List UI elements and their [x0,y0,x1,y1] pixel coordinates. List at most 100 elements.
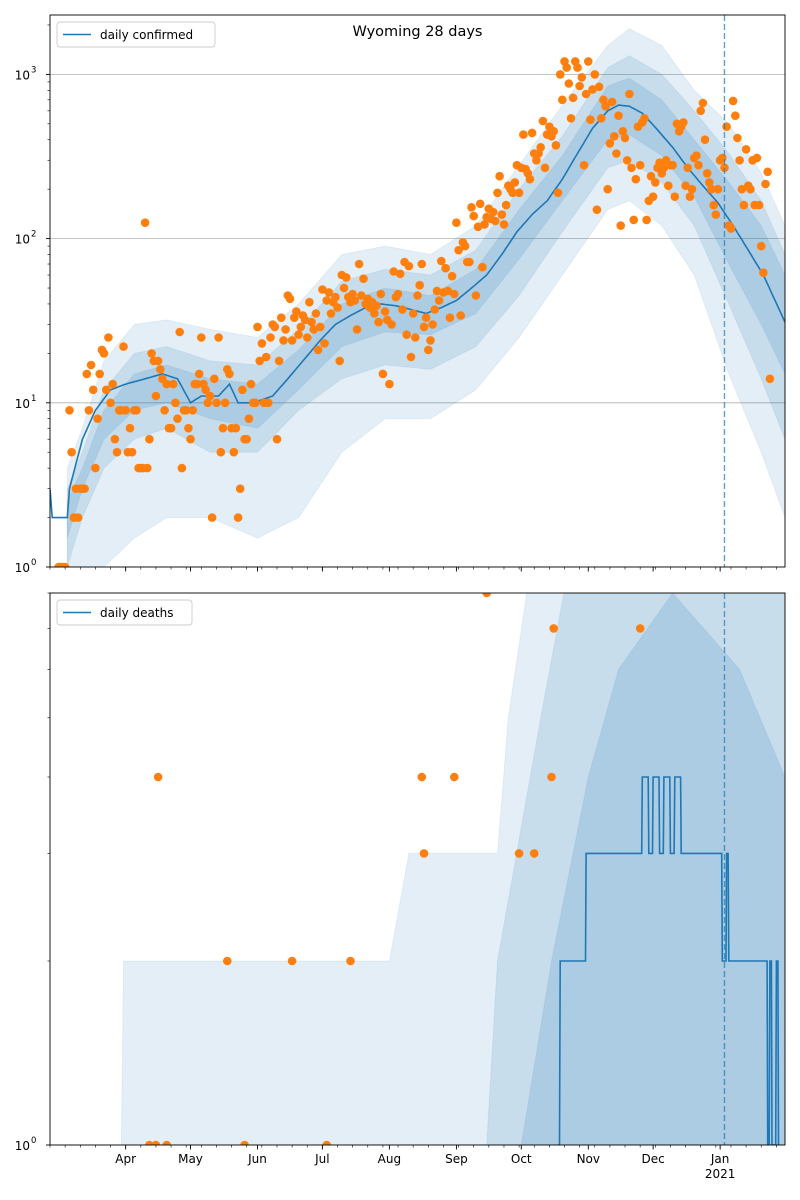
observed-point [231,423,241,433]
observed-point [333,303,342,312]
observed-point [251,398,260,408]
observed-point [380,307,390,316]
observed-point [402,330,412,340]
observed-point [277,313,286,323]
x-tick-label: Jan [710,1152,730,1166]
observed-point [495,171,504,181]
observed-point [741,145,751,154]
observed-point [469,211,479,221]
observed-point [700,135,710,144]
observed-point [210,374,219,384]
observed-point [101,385,111,395]
observed-point [588,85,597,94]
observed-point [731,111,740,120]
observed-point [540,163,550,173]
observed-point [352,325,362,334]
observed-point [151,1140,161,1145]
observed-point [331,292,340,302]
observed-point [350,296,360,305]
observed-point [519,130,528,139]
observed-point [145,434,154,444]
model-line [558,776,780,1145]
observed-point [666,276,675,285]
model-line [50,104,785,519]
observed-point [597,114,606,123]
observed-point [499,220,509,229]
observed-point [424,345,433,355]
observed-point [525,174,535,184]
observed-point [510,178,520,187]
observed-point [257,339,267,348]
observed-point [194,369,204,379]
observed-point [430,305,440,314]
y-tick-label: 10 [15,233,30,247]
observed-point [225,369,234,379]
observed-point [622,156,632,165]
observed-point [567,530,576,539]
y-tick-exponent: 1 [31,394,36,404]
observed-point [205,391,215,401]
observed-point [555,70,565,79]
observed-point [244,414,254,424]
observed-point [201,385,210,395]
observed-point [140,218,150,227]
x-tick-label: Nov [577,1152,600,1166]
observed-point [99,349,109,358]
observed-point [207,513,217,522]
observed-point [168,379,178,389]
observed-point [73,513,83,522]
observed-point [151,391,161,401]
observed-point [651,320,660,329]
observed-point [627,163,636,173]
observed-point [713,184,723,194]
observed-point [156,365,165,374]
observed-point [387,320,396,329]
x-tick-label: Aug [378,1152,401,1166]
observed-point [106,398,115,408]
observed-point [229,447,239,457]
observed-point [389,267,399,276]
observed-point [372,301,381,311]
observed-point [450,772,459,782]
observed-point [564,79,574,88]
observed-point [318,285,327,294]
observed-point [322,1140,331,1145]
observed-point [173,414,182,424]
y-tick-label: 10 [15,561,30,575]
legend-box [56,21,216,48]
observed-point [538,116,548,126]
observed-point [488,207,498,217]
observed-point [735,156,744,165]
observed-point [584,460,593,469]
observed-point [553,188,563,198]
observed-point [95,369,104,379]
observed-point [659,163,669,173]
observed-point [640,308,649,317]
observed-point [162,1140,171,1145]
plot-frame [49,592,786,1146]
observed-point [346,956,355,966]
observed-point [606,460,615,469]
observed-point [765,374,775,384]
y-tick-exponent: 2 [31,230,36,240]
observed-point [272,434,282,444]
observed-point [341,273,351,282]
observed-point [421,313,431,323]
observed-point [603,276,612,285]
observed-point [632,530,641,539]
observed-point [181,406,191,415]
observed-point [761,179,770,189]
observed-point [279,336,288,345]
observed-point [580,557,589,566]
observed-point [609,132,619,141]
observed-point [733,133,742,143]
observed-point [374,317,383,327]
observed-point [264,398,273,408]
legend-label: daily deaths [100,606,173,620]
uncertainty-band-mid [486,593,785,1145]
y-tick-label: 10 [15,68,30,82]
observed-point [266,333,275,342]
observed-point [261,352,271,362]
observed-point [536,143,545,152]
